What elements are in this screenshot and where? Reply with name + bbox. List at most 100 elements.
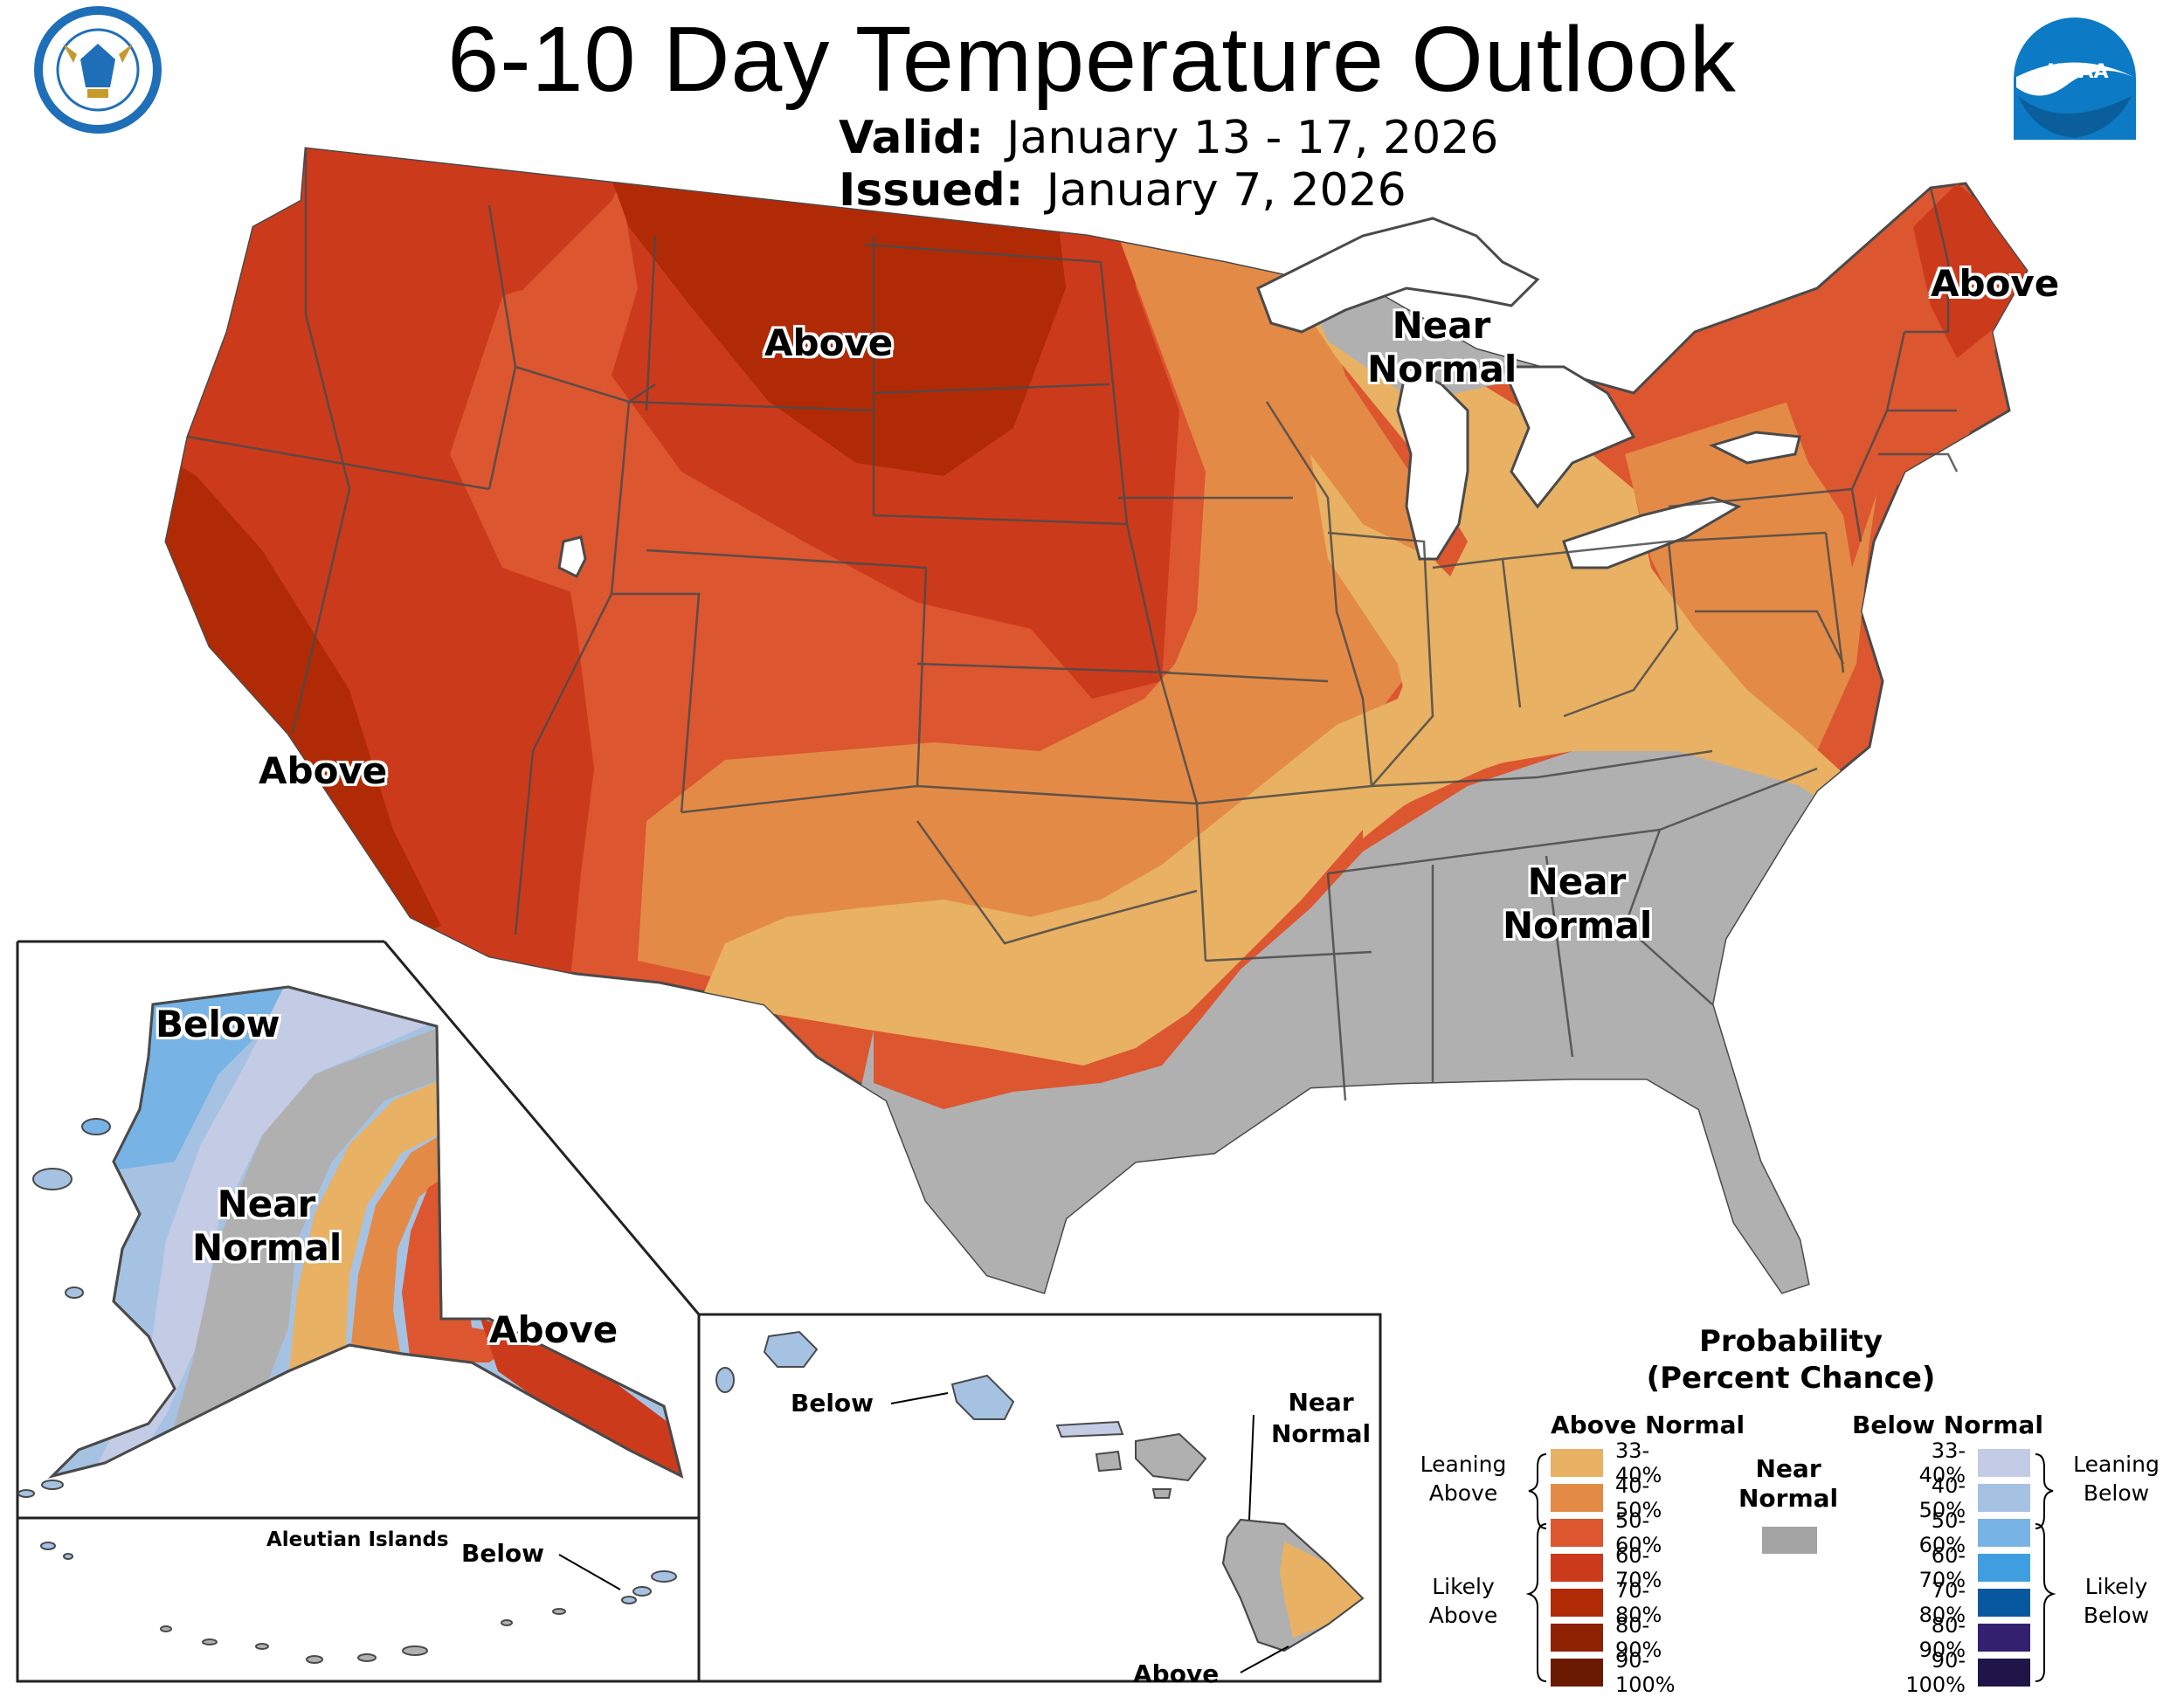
legend-title-line2: (Percent Chance) [1646,1361,1936,1396]
likely-above-line1: Likely [1432,1574,1495,1599]
legend-above-label: 70-80% [1615,1578,1662,1627]
legend-above-swatch [1551,1659,1603,1687]
legend-near-normal: Near Normal [1738,1454,1838,1514]
legend-above-header: Above Normal [1551,1411,1745,1439]
hawaii-below-leader [890,1392,949,1404]
oahu [950,1374,1015,1420]
legend-below-swatch [1978,1589,2030,1617]
legend-below-swatch [1978,1554,2030,1582]
legend-above-row: 60-70% [1551,1543,1694,1592]
lake-erie [1562,496,1742,569]
hawaii-near-leader [1248,1414,1254,1521]
great-lakes [557,217,1801,579]
alaska-islands [17,1118,111,1498]
legend-above-swatch [1551,1484,1603,1512]
legend-above-swatch [1551,1589,1603,1617]
aleutian-title: Aleutian Islands [266,1528,449,1551]
ak-zone-33-40-below [87,987,454,1476]
legend-above-row: 50-60% [1551,1508,1694,1557]
legend-title-line1: Probability [1698,1324,1883,1359]
leaning-below-line2: Below [2083,1480,2150,1506]
maui [1135,1432,1207,1482]
label-below-hawaii: Below [791,1389,874,1418]
molokai [1055,1420,1124,1438]
leaning-below-line1: Leaning [2073,1452,2160,1477]
legend-above-swatch [1551,1554,1603,1582]
legend-above-swatch [1551,1519,1603,1547]
label-near-normal-great-lakes: Near Normal [1367,304,1517,391]
label-below-aleutian: Below [461,1539,545,1568]
legend-below-row: 60-70% [1887,1543,2030,1592]
ak-zone-33-40-above [288,1074,454,1380]
legend-below-label: 80-90% [1918,1613,1966,1662]
likely-below-line2: Below [2083,1603,2150,1628]
legend-above-row: 80-90% [1551,1613,1694,1662]
noaa-logo-text: NOAA [2047,61,2109,83]
lake-superior [1256,217,1540,334]
commerce-seal [34,6,162,134]
legend-above-row: 40-50% [1551,1473,1694,1522]
great-lakes-line1: Near [1392,304,1491,347]
legend-near-line1: Near [1755,1454,1821,1483]
legend-below-label: 60-70% [1918,1543,1966,1592]
big-island-above [1280,1542,1363,1638]
lake-ontario [1708,431,1801,465]
valid-label: Valid: [839,112,985,164]
legend-below-row: 40-50% [1887,1473,2030,1522]
legend-above-label: 80-90% [1615,1613,1662,1662]
legend-above-row: 33-40% [1551,1438,1694,1487]
hawaii-near-line1: Near [1288,1388,1354,1417]
valid-value: January 13 - 17, 2026 [1006,112,1499,164]
legend-above-label: 90-100% [1615,1648,1676,1697]
alaska-center-line1: Near [217,1183,316,1225]
noaa-logo [2014,17,2136,140]
kauai [763,1330,819,1368]
alaska-inset [16,940,701,1520]
legend-above-row: 70-80% [1551,1578,1694,1627]
issued-line: Issued: January 7, 2026 [839,164,1406,217]
legend-above-swatch [1551,1449,1603,1477]
label-above-north: Above [764,321,894,364]
alaska-center-line2: Normal [192,1226,342,1269]
ak-zone-40-50-above [349,1127,454,1362]
label-above-new-england: Above [1931,262,2060,305]
legend-below-swatch [1978,1624,2030,1652]
likely-below-line1: Likely [2084,1574,2148,1599]
legend-below-label: 90-100% [1905,1648,1966,1697]
label-near-normal-alaska: Near Normal [192,1183,342,1270]
southeast-line1: Near [1527,860,1627,903]
legend-below-swatch [1978,1519,2030,1547]
legend-brackets [1525,1453,2056,1682]
legend-above-swatch [1551,1624,1603,1652]
label-above-alaska: Above [489,1308,619,1351]
legend-below-swatch [1978,1449,2030,1477]
legend-below-label: 50-60% [1918,1508,1966,1557]
legend-below-row: 33-40% [1887,1438,2030,1487]
legend-below-label: 40-50% [1918,1473,1966,1522]
leaning-above-line1: Leaning [1420,1452,1507,1477]
legend-below-row: 90-100% [1887,1648,2030,1697]
legend-likely-above: Likely Above [1411,1572,1516,1630]
conus-map [164,147,2028,1294]
legend-above-label: 33-40% [1615,1438,1662,1487]
hawaii-above-leader [1240,1645,1289,1673]
legend-above-label: 60-70% [1615,1543,1662,1592]
legend-near-normal-swatch [1762,1527,1817,1554]
legend-below-header: Below Normal [1852,1411,2043,1439]
legend-below-swatch [1978,1659,2030,1687]
legend-below-row: 70-80% [1887,1578,2030,1627]
issued-value: January 7, 2026 [1046,164,1406,217]
legend-above-row: 90-100% [1551,1648,1694,1697]
lake-michigan [1396,364,1469,561]
issued-label: Issued: [839,164,1024,217]
zone-50-60-basin [450,289,612,594]
label-above-west: Above [259,749,388,792]
label-above-hawaii: Above [1133,1659,1220,1688]
legend-below-row: 50-60% [1887,1508,2030,1557]
ak-zone-60-70-panhandle [480,1319,681,1476]
legend-title: Probability (Percent Chance) [1625,1323,1957,1397]
label-near-normal-hawaii: Near Normal [1271,1387,1371,1450]
legend-below-row: 80-90% [1887,1613,2030,1662]
legend-below-label: 70-80% [1918,1578,1966,1627]
